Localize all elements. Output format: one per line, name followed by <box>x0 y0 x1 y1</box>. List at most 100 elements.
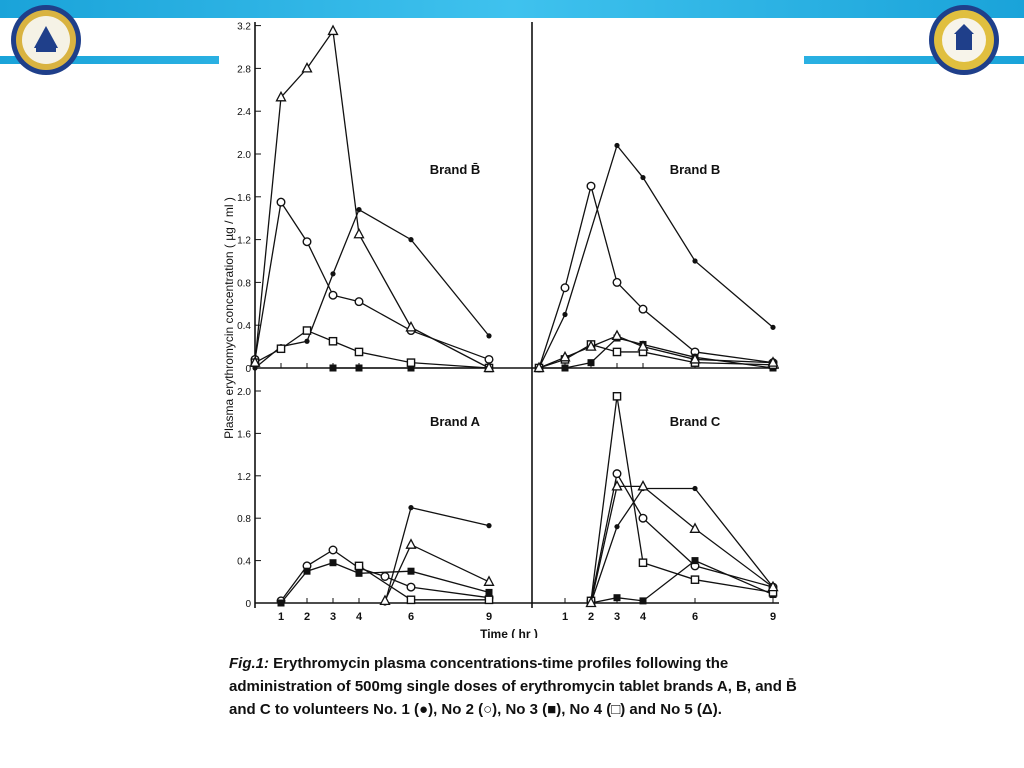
x-tick-label: 3 <box>330 611 336 623</box>
series-line <box>280 562 490 604</box>
marker-triangle <box>767 356 779 367</box>
marker-filled-circle <box>692 485 698 492</box>
marker-triangle <box>585 596 597 608</box>
series-line <box>254 29 490 369</box>
marker-triangle <box>767 580 779 592</box>
marker-open-square <box>406 595 416 605</box>
marker-filled-circle <box>770 324 776 330</box>
panel-title: Brand A <box>430 414 481 429</box>
y-tick-label: 2.8 <box>237 64 251 75</box>
marker-open-circle <box>276 197 286 207</box>
marker-filled-circle <box>408 505 414 511</box>
marker-filled-circle <box>356 207 362 213</box>
y-tick-label: 1.2 <box>237 236 251 247</box>
marker-triangle <box>689 353 701 364</box>
series-line <box>590 485 774 604</box>
x-axis-label: Time ( hr ) <box>480 627 538 638</box>
marker-filled-circle <box>408 237 414 243</box>
marker-open-circle <box>328 290 338 300</box>
panel-title: Brand C <box>670 414 721 429</box>
marker-open-circle <box>406 582 416 592</box>
y-tick-label: 1.6 <box>237 429 251 440</box>
x-tick-label: 6 <box>408 611 414 623</box>
marker-filled-square <box>561 364 569 372</box>
marker-open-square <box>612 347 622 357</box>
university-seal-left-icon <box>11 5 81 75</box>
marker-open-circle <box>380 572 390 582</box>
marker-open-square <box>328 336 338 346</box>
marker-open-square <box>354 561 364 571</box>
marker-filled-square <box>407 567 415 575</box>
marker-triangle <box>637 480 649 491</box>
marker-filled-square <box>613 594 621 602</box>
y-tick-label: 0 <box>245 364 251 375</box>
marker-open-square <box>484 595 494 605</box>
university-seal-right-icon <box>929 5 999 75</box>
series-line <box>538 144 774 369</box>
marker-triangle <box>483 575 495 586</box>
y-tick-label: 0.8 <box>237 514 251 525</box>
marker-triangle <box>559 350 571 362</box>
x-tick-label: 4 <box>356 611 363 623</box>
y-tick-label: 0.4 <box>237 321 251 332</box>
marker-open-circle <box>586 181 596 191</box>
y-tick-label: 2.0 <box>237 387 251 398</box>
marker-filled-square <box>277 599 285 607</box>
marker-open-circle <box>612 277 622 287</box>
marker-open-circle <box>638 513 648 523</box>
marker-triangle <box>301 62 313 73</box>
marker-triangle <box>611 329 623 341</box>
x-tick-label: 3 <box>614 611 620 623</box>
marker-open-circle <box>638 304 648 314</box>
marker-filled-circle <box>486 333 492 339</box>
marker-filled-circle <box>640 174 646 181</box>
marker-triangle <box>637 340 649 351</box>
marker-triangle <box>353 227 365 239</box>
marker-triangle <box>249 356 261 367</box>
marker-open-square <box>406 358 416 367</box>
y-tick-label: 3.2 <box>237 22 251 33</box>
marker-filled-square <box>329 559 337 567</box>
figure-caption: Fig.1: Erythromycin plasma concentration… <box>229 652 799 721</box>
x-tick-label: 9 <box>770 611 776 623</box>
marker-triangle <box>611 480 623 491</box>
marker-triangle <box>379 594 391 606</box>
marker-open-circle <box>354 297 364 307</box>
marker-open-circle <box>302 237 312 247</box>
marker-filled-square <box>587 359 595 367</box>
marker-filled-square <box>485 588 493 596</box>
marker-triangle <box>533 361 545 373</box>
header-band-top <box>0 0 1024 18</box>
y-tick-label: 1.2 <box>237 472 251 483</box>
marker-open-square <box>612 392 622 401</box>
x-tick-label: 2 <box>304 611 310 623</box>
marker-filled-square <box>407 364 415 372</box>
marker-triangle <box>585 340 597 351</box>
marker-filled-circle <box>614 524 620 530</box>
x-tick-label: 2 <box>588 611 594 623</box>
marker-open-square <box>638 558 648 568</box>
y-axis-label: Plasma erythromycin concentration ( µg /… <box>222 197 236 439</box>
marker-triangle <box>405 320 417 332</box>
marker-filled-circle <box>692 258 698 264</box>
marker-filled-square <box>355 569 363 577</box>
x-tick-label: 9 <box>486 611 492 623</box>
y-tick-label: 2.0 <box>237 150 251 161</box>
x-tick-label: 4 <box>640 611 647 623</box>
marker-filled-circle <box>486 523 492 529</box>
y-tick-label: 0 <box>245 599 251 610</box>
chart-canvas: 0 0.4 0.8 1.2 1.6 2.0 2.4 2.8 3.2 0 0.4 0.8 1.2 1.6 2.… <box>222 22 779 638</box>
caption-label: Fig.1: <box>229 655 269 672</box>
x-tick-label: 6 <box>692 611 698 623</box>
caption-text: Erythromycin plasma concentrations-time … <box>229 655 797 718</box>
marker-filled-circle <box>330 271 336 277</box>
marker-open-square <box>354 347 364 357</box>
marker-filled-square <box>639 597 647 605</box>
panel-title: Brand B <box>670 162 721 177</box>
y-tick-label: 0.4 <box>237 557 251 568</box>
marker-open-circle <box>328 545 338 555</box>
y-tick-label: 2.4 <box>237 107 251 118</box>
series-line <box>538 183 774 369</box>
marker-triangle <box>405 538 417 549</box>
series-line <box>254 208 490 369</box>
